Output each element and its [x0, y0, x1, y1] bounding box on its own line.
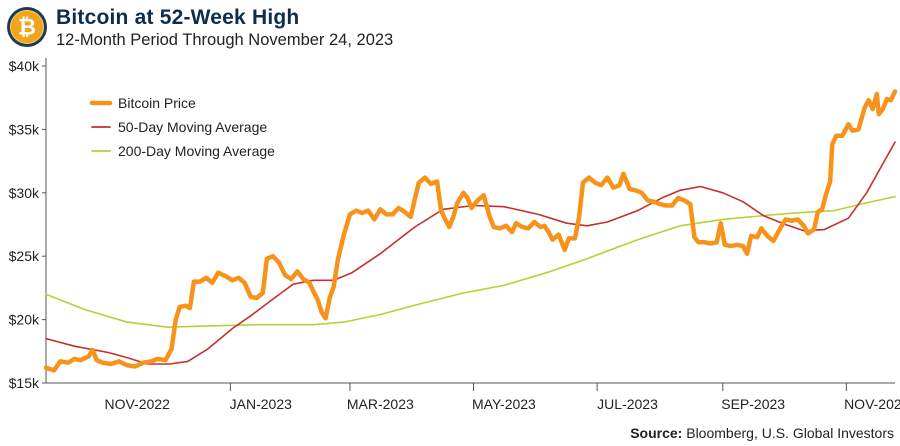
- x-tick-label: NOV-2023: [844, 396, 900, 412]
- y-tick-label: $30k: [9, 185, 40, 201]
- x-tick-label: JAN-2023: [230, 396, 292, 412]
- x-tick-label: NOV-2022: [104, 396, 170, 412]
- bitcoin-logo-icon: ₿: [7, 7, 47, 47]
- logo-inner-highlight: [10, 10, 44, 44]
- chart-subtitle: 12-Month Period Through November 24, 202…: [56, 31, 394, 49]
- logo-inner-disc: [10, 10, 44, 44]
- chart-title: Bitcoin at 52-Week High: [56, 6, 300, 29]
- logo-glyph: ₿: [18, 16, 36, 41]
- y-tick-label: $25k: [9, 248, 40, 264]
- series-bitcoin-price-line: [43, 89, 898, 373]
- legend-label: 50-Day Moving Average: [118, 119, 267, 135]
- y-tick-label: $15k: [9, 375, 40, 391]
- y-tick-label: $35k: [9, 121, 40, 137]
- y-tick-label: $20k: [9, 312, 40, 328]
- x-tick-label: MAY-2023: [472, 396, 536, 412]
- y-tick-label: $40k: [9, 58, 40, 74]
- legend-label: 200-Day Moving Average: [118, 143, 275, 159]
- legend-label: Bitcoin Price: [118, 95, 196, 111]
- source-text: Bloomberg, U.S. Global Investors: [686, 425, 894, 441]
- x-tick-label: MAR-2023: [347, 396, 414, 412]
- source-label: Source:: [630, 425, 683, 441]
- source-note: Source: Bloomberg, U.S. Global Investors: [630, 425, 894, 441]
- series-200-day-ma-line: [45, 195, 896, 328]
- x-tick-label: JUL-2023: [597, 396, 658, 412]
- x-tick-label: SEP-2023: [721, 396, 785, 412]
